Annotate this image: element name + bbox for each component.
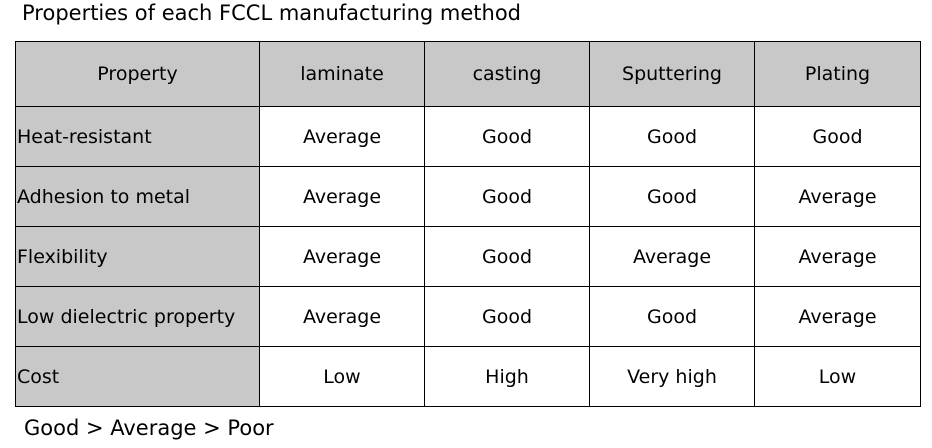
table-cell: Low [259, 346, 425, 407]
table-row: Low dielectric property Average Good Goo… [15, 286, 921, 347]
row-label: Heat-resistant [15, 106, 260, 167]
table-cell: Good [424, 106, 590, 167]
table-cell: Good [424, 166, 590, 227]
table-cell: Average [259, 226, 425, 287]
table-header-row: Property laminate casting Sputtering Pla… [15, 41, 921, 107]
table-cell: Average [754, 166, 921, 227]
table-row: Flexibility Average Good Average Average [15, 226, 921, 287]
column-header-plating: Plating [754, 41, 921, 107]
table-row: Cost Low High Very high Low [15, 346, 921, 407]
row-label: Flexibility [15, 226, 260, 287]
column-header-casting: casting [424, 41, 590, 107]
table-cell: High [424, 346, 590, 407]
properties-table: Property laminate casting Sputtering Pla… [15, 41, 921, 407]
table-cell: Very high [589, 346, 755, 407]
row-label: Cost [15, 346, 260, 407]
column-header-property: Property [15, 41, 260, 107]
column-header-laminate: laminate [259, 41, 425, 107]
table-cell: Good [424, 286, 590, 347]
table-row: Heat-resistant Average Good Good Good [15, 106, 921, 167]
page-title: Properties of each FCCL manufacturing me… [22, 1, 521, 25]
rating-legend: Good > Average > Poor [24, 416, 274, 440]
table-cell: Average [259, 286, 425, 347]
row-label: Low dielectric property [15, 286, 260, 347]
table-cell: Average [259, 166, 425, 227]
column-header-sputtering: Sputtering [589, 41, 755, 107]
table-cell: Good [754, 106, 921, 167]
table-cell: Average [259, 106, 425, 167]
table-cell: Good [589, 166, 755, 227]
table-cell: Low [754, 346, 921, 407]
table-cell: Average [754, 226, 921, 287]
table-cell: Good [589, 106, 755, 167]
table-row: Adhesion to metal Average Good Good Aver… [15, 166, 921, 227]
table-cell: Average [754, 286, 921, 347]
table-cell: Good [589, 286, 755, 347]
table-cell: Good [424, 226, 590, 287]
table-cell: Average [589, 226, 755, 287]
row-label: Adhesion to metal [15, 166, 260, 227]
